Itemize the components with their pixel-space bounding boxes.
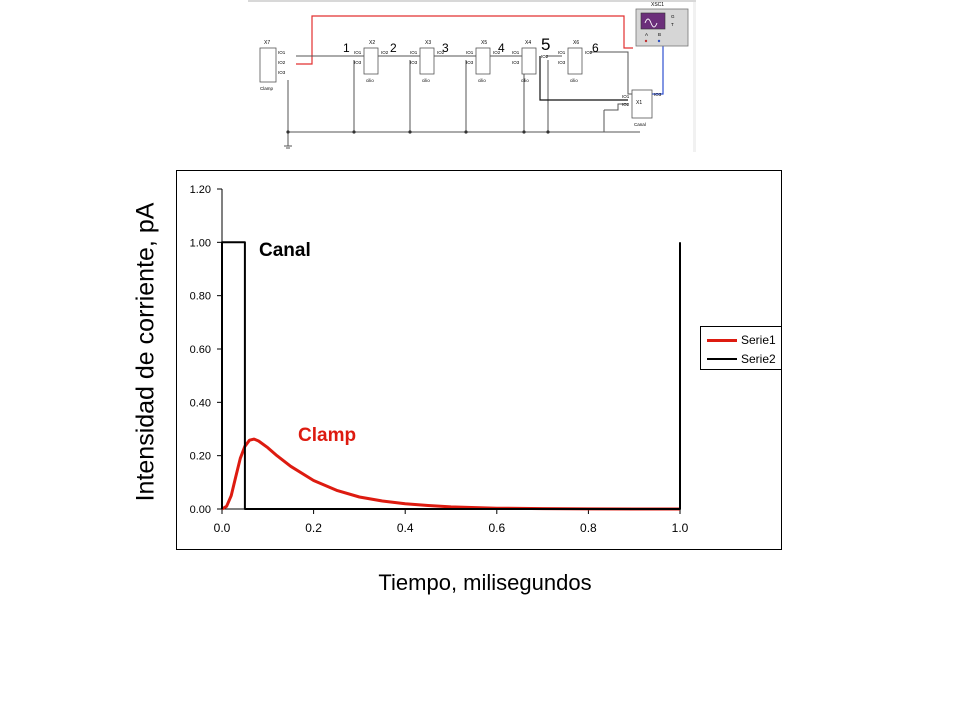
cilio-block: X4 IO1 IO3 IO2 cilio [512,40,549,83]
probe-number: 2 [390,41,397,55]
svg-text:IO2: IO2 [437,50,445,55]
y-tick-label: 0.80 [190,291,211,303]
svg-text:IO2: IO2 [622,102,630,107]
probe-number: 6 [592,41,599,55]
svg-text:Canal: Canal [634,122,646,127]
x-tick-label: 0.8 [580,521,597,535]
svg-text:IO3: IO3 [354,60,362,65]
legend-label: Serie1 [741,333,776,347]
svg-text:X5: X5 [481,40,487,46]
svg-text:IO3: IO3 [466,60,474,65]
y-tick-label: 0.00 [190,504,211,516]
probe-number: 1 [343,41,350,55]
svg-text:IO3: IO3 [410,60,418,65]
annotation-canal: Canal [259,240,311,261]
cilio-block: X5 IO1 IO3 IO2 cilio [466,40,501,83]
cilio-block: X2 IO1 IO3 IO2 cilio [354,40,389,83]
clamp-block: X7 IO1 IO2 IO3 Clamp [259,40,286,91]
cilio-block: X6 IO1 IO3 IO2 cilio [558,40,593,83]
svg-text:IO2: IO2 [541,54,549,59]
svg-text:cilio: cilio [521,78,529,83]
svg-text:cilio: cilio [478,78,486,83]
y-tick-label: 0.60 [190,344,211,356]
legend-swatch [707,358,737,360]
svg-text:IO1: IO1 [466,50,474,55]
svg-text:IO2: IO2 [278,60,286,65]
svg-text:IO2: IO2 [493,50,501,55]
x-tick-label: 0.2 [305,521,322,535]
svg-text:cilio: cilio [366,78,374,83]
x-tick-label: 0.0 [214,521,231,535]
canal-block: IO1 IO2 IO3 X1 Canal [622,89,662,127]
legend-entry-serie2: Serie2 [707,351,776,367]
y-tick-label: 1.00 [190,237,211,249]
y-tick-label: 1.20 [190,184,211,196]
svg-text:IO3: IO3 [558,60,566,65]
svg-text:IO2: IO2 [381,50,389,55]
svg-text:cilio: cilio [570,78,578,83]
svg-text:IO1: IO1 [622,94,630,99]
svg-text:X7: X7 [264,40,270,46]
y-tick-label: 0.40 [190,397,211,409]
probe-number: 5 [541,35,550,54]
svg-text:X2: X2 [369,40,375,46]
svg-text:X1: X1 [636,100,642,106]
x-tick-label: 1.0 [672,521,689,535]
oscilloscope-block: XSC1 G T A B [635,2,689,47]
legend-label: Serie2 [741,352,776,366]
x-tick-label: 0.4 [397,521,414,535]
circuit-schematic: 1 2 3 4 5 6 X7 IO1 IO2 IO3 Clamp X2 IO1 … [248,0,696,152]
svg-text:IO1: IO1 [512,50,520,55]
svg-text:IO1: IO1 [410,50,418,55]
svg-text:IO1: IO1 [558,50,566,55]
x-tick-label: 0.6 [488,521,505,535]
svg-text:X6: X6 [573,40,579,46]
y-axis-label-text: Intensidad de corriente, pA [131,202,160,502]
legend-entry-serie1: Serie1 [707,332,776,348]
y-tick-label: 0.20 [190,451,211,463]
svg-text:IO1: IO1 [278,50,286,55]
svg-text:XSC1: XSC1 [651,2,664,8]
cilio-block: X3 IO1 IO3 IO2 cilio [410,40,445,83]
svg-text:X3: X3 [425,40,431,46]
svg-text:A: A [645,32,648,37]
svg-text:IO3: IO3 [512,60,520,65]
probe-number: 3 [442,41,449,55]
svg-text:cilio: cilio [422,78,430,83]
legend-swatch [707,338,737,342]
series-line-serie2 [221,241,681,510]
svg-text:X4: X4 [525,40,531,46]
svg-text:IO3: IO3 [278,70,286,75]
svg-text:Clamp: Clamp [260,86,274,91]
probe-number: 4 [498,41,505,55]
svg-text:G: G [671,14,675,19]
svg-text:IO2: IO2 [585,50,593,55]
svg-text:T: T [671,22,674,27]
svg-text:IO3: IO3 [654,92,662,97]
x-axis-label: Tiempo, milisegundos [378,570,592,595]
svg-text:B: B [658,32,661,37]
series-line-serie1 [221,437,681,511]
svg-text:IO1: IO1 [354,50,362,55]
annotation-clamp: Clamp [298,425,357,446]
chart-legend: Serie1 Serie2 [700,326,782,370]
